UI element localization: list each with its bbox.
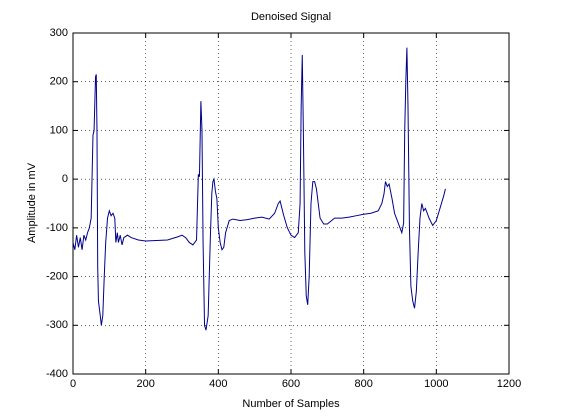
x-tick-label: 1200 [497,378,521,390]
x-tick-label: 1000 [424,378,448,390]
x-tick-label: 600 [282,378,300,390]
y-tick-label: 0 [62,173,68,185]
y-tick-label: 100 [50,124,68,136]
y-tick-label: -300 [46,319,68,331]
y-tick-label: 200 [50,76,68,88]
x-tick-label: 0 [70,378,76,390]
y-tick-label: -400 [46,368,68,380]
data-line [72,47,446,331]
x-tick-label: 400 [209,378,227,390]
x-axis-label: Number of Samples [242,398,340,410]
y-tick-label: 300 [50,27,68,39]
x-tick-label: 800 [354,378,372,390]
y-axis-label: Amplitude in mV [26,162,38,243]
x-tick-label: 200 [136,378,154,390]
y-tick-label: -100 [46,222,68,234]
plot-frame [72,32,510,375]
y-tick-label: -200 [46,270,68,282]
chart-title: Denoised Signal [251,11,331,23]
